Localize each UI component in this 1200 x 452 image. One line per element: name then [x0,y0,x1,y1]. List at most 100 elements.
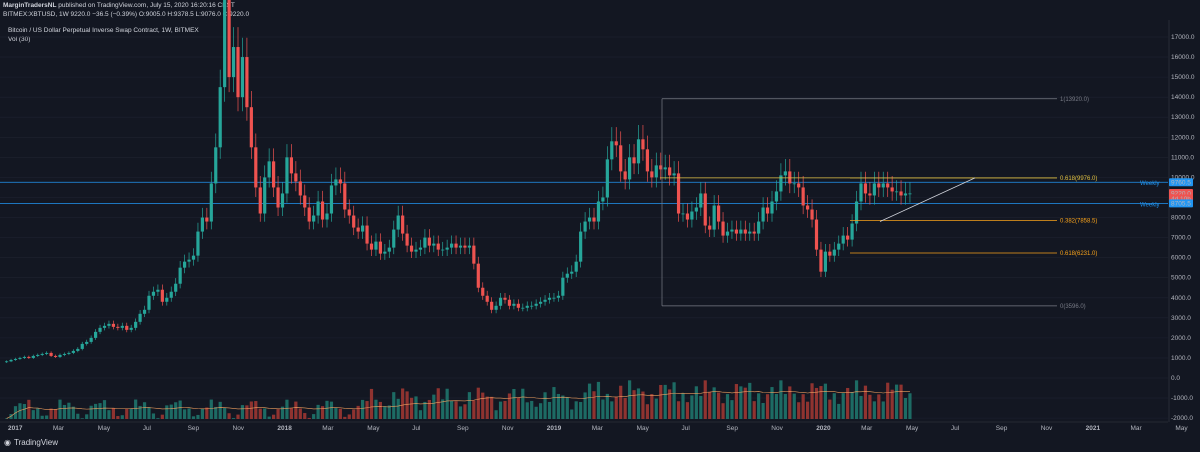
candle-body [392,229,396,248]
volume-bar [685,402,690,419]
time-tick-label: Nov [233,425,245,432]
volume-bar [521,388,525,419]
candle-body [601,197,605,202]
price-tick-label: 3000.0 [1171,315,1191,322]
volume-bar [240,405,245,419]
time-tick-label: Jul [682,425,691,432]
candle-body [672,173,676,176]
volume-bar [218,401,222,419]
candle-body [788,171,792,184]
candle-body [703,193,707,226]
candle-body [561,277,565,296]
time-tick-label: Sep [457,425,469,432]
price-tick-label: 2000.0 [1171,335,1191,342]
volume-bar [788,386,792,419]
candle-body [579,231,583,262]
candle-body [472,245,476,264]
volume-bar [387,405,391,419]
volume-bar [494,410,498,419]
candle-body [129,327,133,330]
candle-body [850,223,854,240]
price-tick-label: 16000.0 [1171,54,1195,61]
volume-bar [392,392,396,419]
candle-body [427,237,431,246]
volume-bar [512,388,516,419]
time-tick-label: Sep [188,425,200,432]
time-tick-label: Mar [322,425,334,432]
candle-body [107,323,111,326]
candle-body [89,337,93,342]
volume-bar [668,389,672,419]
volume-bar [583,392,587,419]
volume-bar [605,393,609,419]
publisher-name[interactable]: MarginTradersNL [3,2,57,9]
candle-body [169,291,173,298]
candle-body [187,259,191,262]
candle-body [779,175,783,192]
volume-bar [623,397,627,419]
price-tick-label: 14000.0 [1171,94,1195,101]
candle-body [792,183,796,185]
volume-ma-line [6,390,910,419]
volume-bar [810,383,814,419]
volume-bar [183,409,187,419]
candle-body [908,193,912,195]
volume-bar [94,403,98,419]
candle-body [76,348,80,351]
volume-bar [837,403,841,419]
volume-bar [450,400,454,419]
candle-body [877,183,881,188]
candle-body [94,331,98,338]
candle-body [521,307,525,309]
volume-bar [436,388,440,419]
volume-bar [80,418,84,419]
volume-bar [868,394,872,419]
candle-body [22,356,26,358]
time-tick-label: Jul [951,425,960,432]
candle-body [67,352,71,354]
candle-body [663,167,667,170]
candle-body [356,227,360,232]
volume-bar [303,413,307,419]
candle-body [174,283,178,292]
candle-body [218,87,222,148]
candle-body [854,201,859,224]
volume-bar [209,399,213,419]
volume-bar [659,384,663,419]
candle-body [690,211,694,220]
candle-body [872,183,876,196]
volume-bar [694,386,698,419]
volume-bar [125,408,129,419]
volume-bar [823,383,827,419]
candle-body [138,313,142,322]
candle-body [512,303,516,306]
volume-bar [254,401,258,419]
candle-body [863,183,868,194]
candle-body [596,201,601,222]
volume-bar [770,387,774,419]
candle-body [125,325,129,330]
candle-body [628,157,632,180]
volume-bar [312,414,316,419]
volume-bar [138,405,142,419]
candle-body [414,249,418,252]
volume-bar [120,415,124,419]
candle-body [623,171,627,180]
volume-bar [27,399,31,419]
price-badge-label: 4d 10h [1171,196,1191,203]
candle-body [525,305,529,308]
price-tick-label: 5000.0 [1171,275,1191,282]
candle-body [458,245,463,248]
candle-body [49,352,53,356]
candle-body [450,243,454,248]
candle-body [58,354,62,357]
candle-body [18,357,22,359]
candle-body [374,241,378,250]
volume-bar [378,401,382,419]
candle-body [574,261,578,272]
candle-body [142,309,147,314]
volume-bar [405,391,409,419]
candle-body [708,225,712,230]
volume-bar [289,408,293,419]
